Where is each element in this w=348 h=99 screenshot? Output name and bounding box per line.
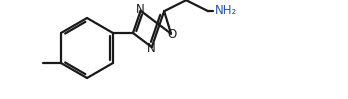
Text: N: N [147, 42, 155, 55]
Text: O: O [167, 28, 177, 41]
Text: NH₂: NH₂ [215, 4, 237, 17]
Text: N: N [136, 3, 145, 16]
